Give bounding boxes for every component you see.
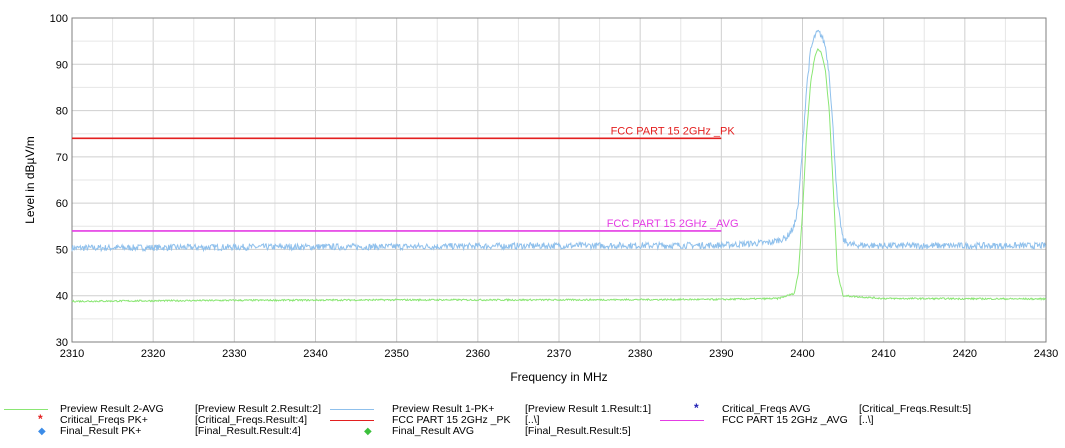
legend-entry-ref: [Final_Result.Result:5] [525, 425, 631, 437]
x-axis-title: Frequency in MHz [510, 370, 607, 384]
y-tick-label: 50 [56, 244, 68, 256]
x-tick-label: 2320 [141, 348, 165, 360]
legend-entry-name: Final_Result AVG [392, 425, 475, 437]
legend-entry-ref: [..\] [859, 414, 874, 426]
x-tick-label: 2390 [709, 348, 733, 360]
legend-entry: * Critical_Freqs PK+ [Critical_Freqs.Resul… [0, 412, 1065, 426]
x-tick-label: 2370 [547, 348, 571, 360]
legend-line-symbol [4, 409, 48, 410]
x-tick-label: 2340 [303, 348, 327, 360]
x-tick-label: 2360 [466, 348, 490, 360]
y-axis-title: Level in dBµV/m [23, 136, 37, 224]
legend-line-symbol [660, 420, 704, 421]
plot-frame [71, 17, 1047, 343]
legend: Preview Result 2-AVG [Preview Result 2.Re… [0, 400, 1065, 448]
legend-entry: FCC PART 15 2GHz _AVG [..\] [0, 415, 1065, 426]
legend-entry-name: Critical_Freqs AVG [722, 403, 811, 415]
legend-entry: ◆ Final_Result PK+ [Final_Result.Result:4] [0, 425, 1065, 438]
series-preview-result-1-pk-line [71, 29, 1047, 253]
y-tick-label: 40 [56, 291, 68, 303]
y-tick-label: 70 [56, 152, 68, 164]
legend-entry: Preview Result 2-AVG [Preview Result 2.Re… [0, 404, 1065, 415]
legend-entry: Preview Result 1-PK+ [Preview Result 1.Re… [0, 404, 1065, 415]
legend-entry-name: FCC PART 15 2GHz _PK [392, 414, 511, 426]
legend-entry-ref: [Final_Result.Result:4] [195, 425, 301, 437]
x-tick-label: 2350 [384, 348, 408, 360]
legend-entry-name: Preview Result 2-AVG [60, 403, 164, 415]
x-tick-label: 2400 [790, 348, 814, 360]
legend-entry-ref: [Critical_Freqs.Result:5] [859, 403, 972, 415]
tick-labels: 2310 2320 2330 2340 2350 2360 2370 2380 2390 2400… [50, 13, 1059, 360]
x-tick-label: 2380 [628, 348, 652, 360]
legend-entry-name: FCC PART 15 2GHz _AVG [722, 414, 848, 426]
y-tick-label: 60 [56, 198, 68, 210]
legend-entry: ◆ Final_Result AVG [Final_Result.Result:5] [0, 425, 1065, 438]
spectrum-chart: FCC PART 15 2GHz _PK FCC PART 15 2GHz _AV… [23, 13, 1059, 384]
legend-entry: * Critical_Freqs AVG [Critical_Freqs.Resul… [0, 401, 1065, 415]
limit-label: FCC PART 15 2GHz _AVG [607, 218, 739, 230]
legend-entry-ref: [Preview Result 2.Result:2] [195, 403, 322, 415]
x-tick-label: 2330 [222, 348, 246, 360]
legend-entry-ref: [Critical_Freqs.Result:4] [195, 414, 308, 426]
y-tick-label: 30 [56, 337, 68, 349]
legend-entry-ref: [Preview Result 1.Result:1] [525, 403, 652, 415]
legend-line-symbol [330, 420, 374, 421]
y-tick-label: 80 [56, 106, 68, 118]
series-preview-result-2-avg-line [71, 48, 1047, 304]
y-tick-label: 90 [56, 59, 68, 71]
limit-label: FCC PART 15 2GHz _PK [611, 125, 736, 137]
limit-lines: FCC PART 15 2GHz _PK FCC PART 15 2GHz _AV… [72, 125, 739, 232]
x-tick-label: 2410 [871, 348, 895, 360]
x-tick-label: 2430 [1034, 348, 1058, 360]
legend-diamond-icon: ◆ [364, 426, 372, 437]
legend-entry-name: Preview Result 1-PK+ [392, 403, 495, 415]
legend-line-symbol [330, 409, 374, 410]
data-series [71, 29, 1047, 304]
legend-entry: FCC PART 15 2GHz _PK [..\] [0, 415, 1065, 426]
legend-star-icon: * [694, 401, 699, 415]
legend-star-icon: * [38, 412, 43, 426]
legend-entry-ref: [..\] [525, 414, 540, 426]
legend-entry-name: Final_Result PK+ [60, 425, 142, 437]
x-tick-label: 2420 [953, 348, 977, 360]
y-tick-label: 100 [50, 13, 68, 25]
legend-entry-name: Critical_Freqs PK+ [60, 414, 148, 426]
x-tick-label: 2310 [60, 348, 84, 360]
legend-diamond-icon: ◆ [38, 426, 46, 437]
